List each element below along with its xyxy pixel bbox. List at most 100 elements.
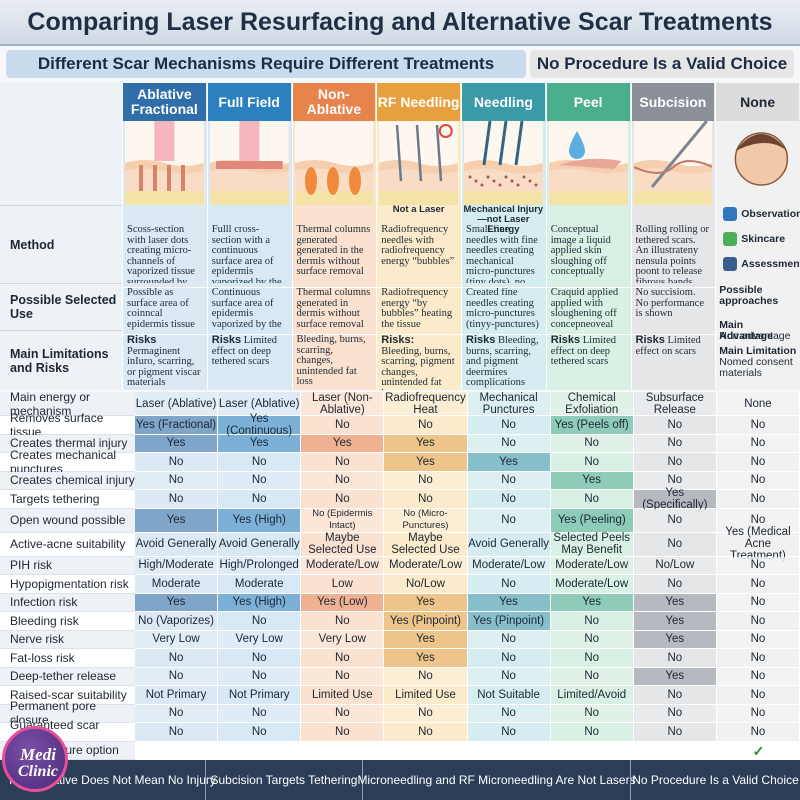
method-text: Created fine needles creating micro-punc… [461, 287, 546, 330]
table-cell: No [633, 508, 717, 533]
table-cell: No [550, 630, 634, 649]
table-cell: No/Low [384, 575, 468, 594]
cell-text: Craquid applied applied with sloughening… [550, 287, 619, 330]
row-label: Bleeding risk [0, 612, 135, 631]
table-cell: No [467, 575, 551, 594]
method-text: Thermal columns generated in dermis with… [291, 287, 377, 330]
method-text: No succisiom. No performance is shown [630, 287, 716, 330]
table-cell: No [716, 723, 800, 742]
table-cell: No [716, 434, 800, 453]
table-cell: No [716, 490, 800, 509]
table-cell: No [218, 490, 302, 509]
table-cell: Avoid Generally [135, 532, 219, 557]
row-label: Creates thermal injury [0, 434, 135, 453]
table-cell: Yes (High) [218, 508, 302, 533]
table-cell: No [716, 575, 800, 594]
table-cell: Radiofrequency Heat [384, 391, 468, 416]
illustration [209, 121, 289, 205]
table-cell: No [218, 667, 302, 686]
column-header: Ablative Fractional [123, 83, 206, 121]
table-cell: No [716, 416, 800, 435]
table-cell: Limited Use [301, 686, 385, 705]
table-cell: No [550, 667, 634, 686]
table-cell: No/Low [633, 556, 717, 575]
table-cell: No [716, 453, 800, 472]
cell-text: Scoss-section with laser dots creating m… [127, 225, 195, 283]
table-cell: Yes [301, 434, 385, 453]
table-cell: No [633, 471, 717, 490]
row-label: Creates chemical injury [0, 471, 135, 490]
cell-text: Radiofrequency needles with radiofrequen… [381, 225, 455, 267]
table-cell: Subsurface Release [633, 392, 717, 416]
column-header: RF Needling [377, 83, 460, 121]
cell-text: Bleeding, burns, scarring, changes, unin… [296, 334, 366, 387]
table-cell: Selected Peels May Benefit [550, 532, 634, 557]
table-cell: No [467, 508, 551, 533]
table-cell: Moderate/Low [550, 575, 634, 594]
method-text: Radiofrequency energy “by bubbles” heati… [376, 287, 461, 330]
row-label: Deep-tether release [0, 667, 135, 686]
table-cell: Moderate [218, 575, 302, 594]
table-cell [218, 741, 302, 760]
table-cell: No [218, 704, 302, 723]
footer-bar [0, 760, 800, 800]
table-cell: No [716, 556, 800, 575]
risk-head: Risks [635, 334, 665, 346]
icon [723, 232, 738, 246]
table-cell: Very Low [218, 630, 302, 649]
method-text: Possible as surface area of coinncal epi… [122, 287, 207, 330]
image-caption: Mechanical Injury—not Laser Energy [463, 204, 544, 235]
table-cell: No [716, 686, 800, 705]
table-cell: Yes [633, 630, 717, 649]
table-cell: Yes [384, 434, 468, 453]
table-cell: No [301, 490, 385, 509]
table-cell: No [135, 649, 219, 668]
table-cell: Yes [467, 593, 551, 612]
table-cell: No [218, 723, 302, 742]
row-label: Active-acne suitability [0, 532, 135, 557]
table-cell: Very Low [301, 630, 385, 649]
table-cell: Mechanical Punctures [467, 392, 551, 416]
row-label: Targets tethering [0, 490, 135, 509]
table-cell: None [716, 392, 800, 416]
method-text: Fulll cross-section with a continuous su… [207, 225, 292, 283]
table-cell: Limited Use [384, 686, 468, 705]
table-cell: No [384, 490, 468, 509]
column-header: Subcision [631, 83, 715, 121]
table-cell: No [135, 471, 219, 490]
column-header: Full Field [207, 83, 291, 121]
table-cell: Maybe Selected Use [384, 532, 468, 557]
title: Comparing Laser Resurfacing and Alternat… [27, 8, 773, 36]
row-label: Open wound possible [0, 508, 135, 533]
table-cell: No [716, 612, 800, 631]
table-cell: No [301, 453, 385, 472]
table-cell: No [633, 723, 717, 742]
row-label: Creates mechanical punctures [0, 448, 135, 476]
footer-item: No Procedure Is a Valid Choice [630, 760, 800, 800]
table-cell [384, 741, 468, 760]
table-cell: Moderate/Low [550, 556, 634, 575]
illustration [734, 132, 789, 186]
icon-label: Observation [741, 208, 800, 220]
logo-text: Clinic [17, 763, 58, 780]
table-cell: Avoid Generally [467, 532, 551, 557]
table-cell: No [633, 434, 717, 453]
table-cell: No [301, 667, 385, 686]
table-cell: No (Micro-Punctures) [384, 508, 468, 533]
table-cell: Laser (Ablative) [135, 392, 219, 416]
table-cell: No [716, 471, 800, 490]
table-cell: No [716, 630, 800, 649]
table-cell: No [633, 686, 717, 705]
risk-head: Risks [466, 334, 496, 346]
table-cell: No [550, 453, 634, 472]
table-cell: Yes (Specifically) [633, 487, 717, 511]
table-cell: No [716, 704, 800, 723]
table-cell: No [384, 416, 468, 435]
illustration [633, 121, 713, 205]
risk-head: Risks [211, 334, 242, 346]
row-label: Raised-scar suitability [0, 686, 135, 705]
column-header: Needling [462, 83, 545, 121]
table-cell: Yes [384, 649, 468, 668]
table-cell: No [135, 667, 219, 686]
